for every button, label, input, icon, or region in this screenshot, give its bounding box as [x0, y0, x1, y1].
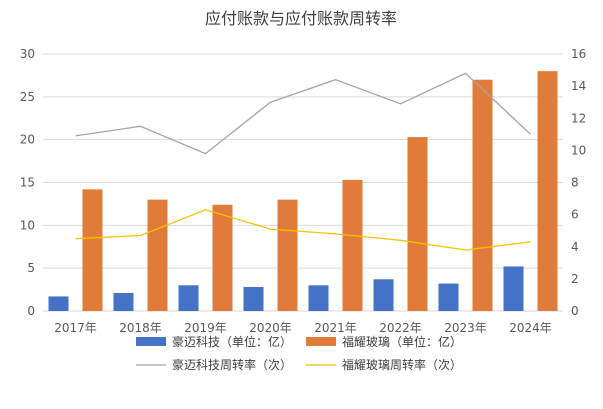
left-axis-tick-label: 25 — [20, 90, 35, 104]
bar-fuyao — [212, 204, 233, 311]
right-axis-tick-label: 12 — [571, 111, 586, 125]
bar-fuyao — [147, 199, 168, 311]
bar-fuyao — [82, 189, 103, 311]
x-axis-tick-label: 2021年 — [314, 321, 357, 335]
legend-label: 豪迈科技周转率（次） — [172, 357, 292, 372]
bar-haomai — [373, 279, 394, 311]
legend: 豪迈科技（单位：亿） 福耀玻璃（单位：亿） 豪迈科技周转率（次） 福耀玻璃周转率（次） — [136, 334, 462, 372]
right-axis-tick-label: 2 — [571, 272, 579, 286]
bar-haomai — [308, 285, 329, 311]
left-axis-tick-label: 10 — [20, 218, 35, 232]
bar-haomai — [438, 283, 459, 311]
bar-fuyao — [537, 71, 558, 311]
left-axis-tick-label: 15 — [20, 176, 35, 190]
bar-fuyao — [472, 79, 493, 311]
right-axis-tick-label: 10 — [571, 143, 586, 157]
right-axis-tick-label: 16 — [571, 47, 586, 61]
right-axis-tick-label: 6 — [571, 208, 579, 222]
left-axis-tick-label: 0 — [27, 304, 35, 318]
x-axis-tick-label: 2023年 — [444, 321, 487, 335]
left-axis-tick-label: 20 — [20, 133, 35, 147]
legend-label: 福耀玻璃周转率（次） — [342, 357, 462, 372]
bar-layer — [48, 71, 558, 311]
bar-haomai — [243, 287, 264, 311]
x-axis-tick-label: 2017年 — [54, 321, 97, 335]
bar-fuyao — [407, 137, 428, 311]
line-fuyao-turnover — [75, 209, 531, 251]
left-axis-tick-label: 5 — [27, 261, 35, 275]
bar-fuyao — [342, 179, 363, 311]
x-axis-tick-label: 2019年 — [184, 321, 227, 335]
x-axis-tick-label: 2018年 — [119, 321, 162, 335]
axis-layer: 0 5 10 15 20 25 30 0 2 4 6 8 10 12 14 16 2017年 2018年 2019年… — [20, 47, 587, 335]
x-axis-tick-label: 2020年 — [249, 321, 292, 335]
right-axis-tick-label: 0 — [571, 304, 579, 318]
legend-swatch — [136, 337, 166, 346]
legend-swatch — [306, 337, 336, 346]
x-axis-tick-label: 2022年 — [379, 321, 422, 335]
legend-label: 豪迈科技（单位：亿） — [172, 334, 292, 349]
bar-fuyao — [277, 199, 298, 311]
bar-haomai — [48, 296, 69, 311]
bar-haomai — [178, 285, 199, 311]
right-axis-tick-label: 14 — [571, 79, 586, 93]
x-axis-tick-label: 2024年 — [509, 321, 552, 335]
grid-layer — [43, 53, 563, 312]
right-axis-tick-label: 4 — [571, 240, 579, 254]
legend-label: 福耀玻璃（单位：亿） — [342, 334, 462, 349]
bar-haomai — [503, 266, 524, 311]
right-axis-tick-label: 8 — [571, 176, 579, 190]
bar-haomai — [113, 293, 134, 311]
line-haomai-turnover — [75, 72, 531, 155]
chart-title: 应付账款与应付账款周转率 — [205, 9, 397, 28]
line-layer — [75, 72, 531, 251]
left-axis-tick-label: 30 — [20, 47, 35, 61]
